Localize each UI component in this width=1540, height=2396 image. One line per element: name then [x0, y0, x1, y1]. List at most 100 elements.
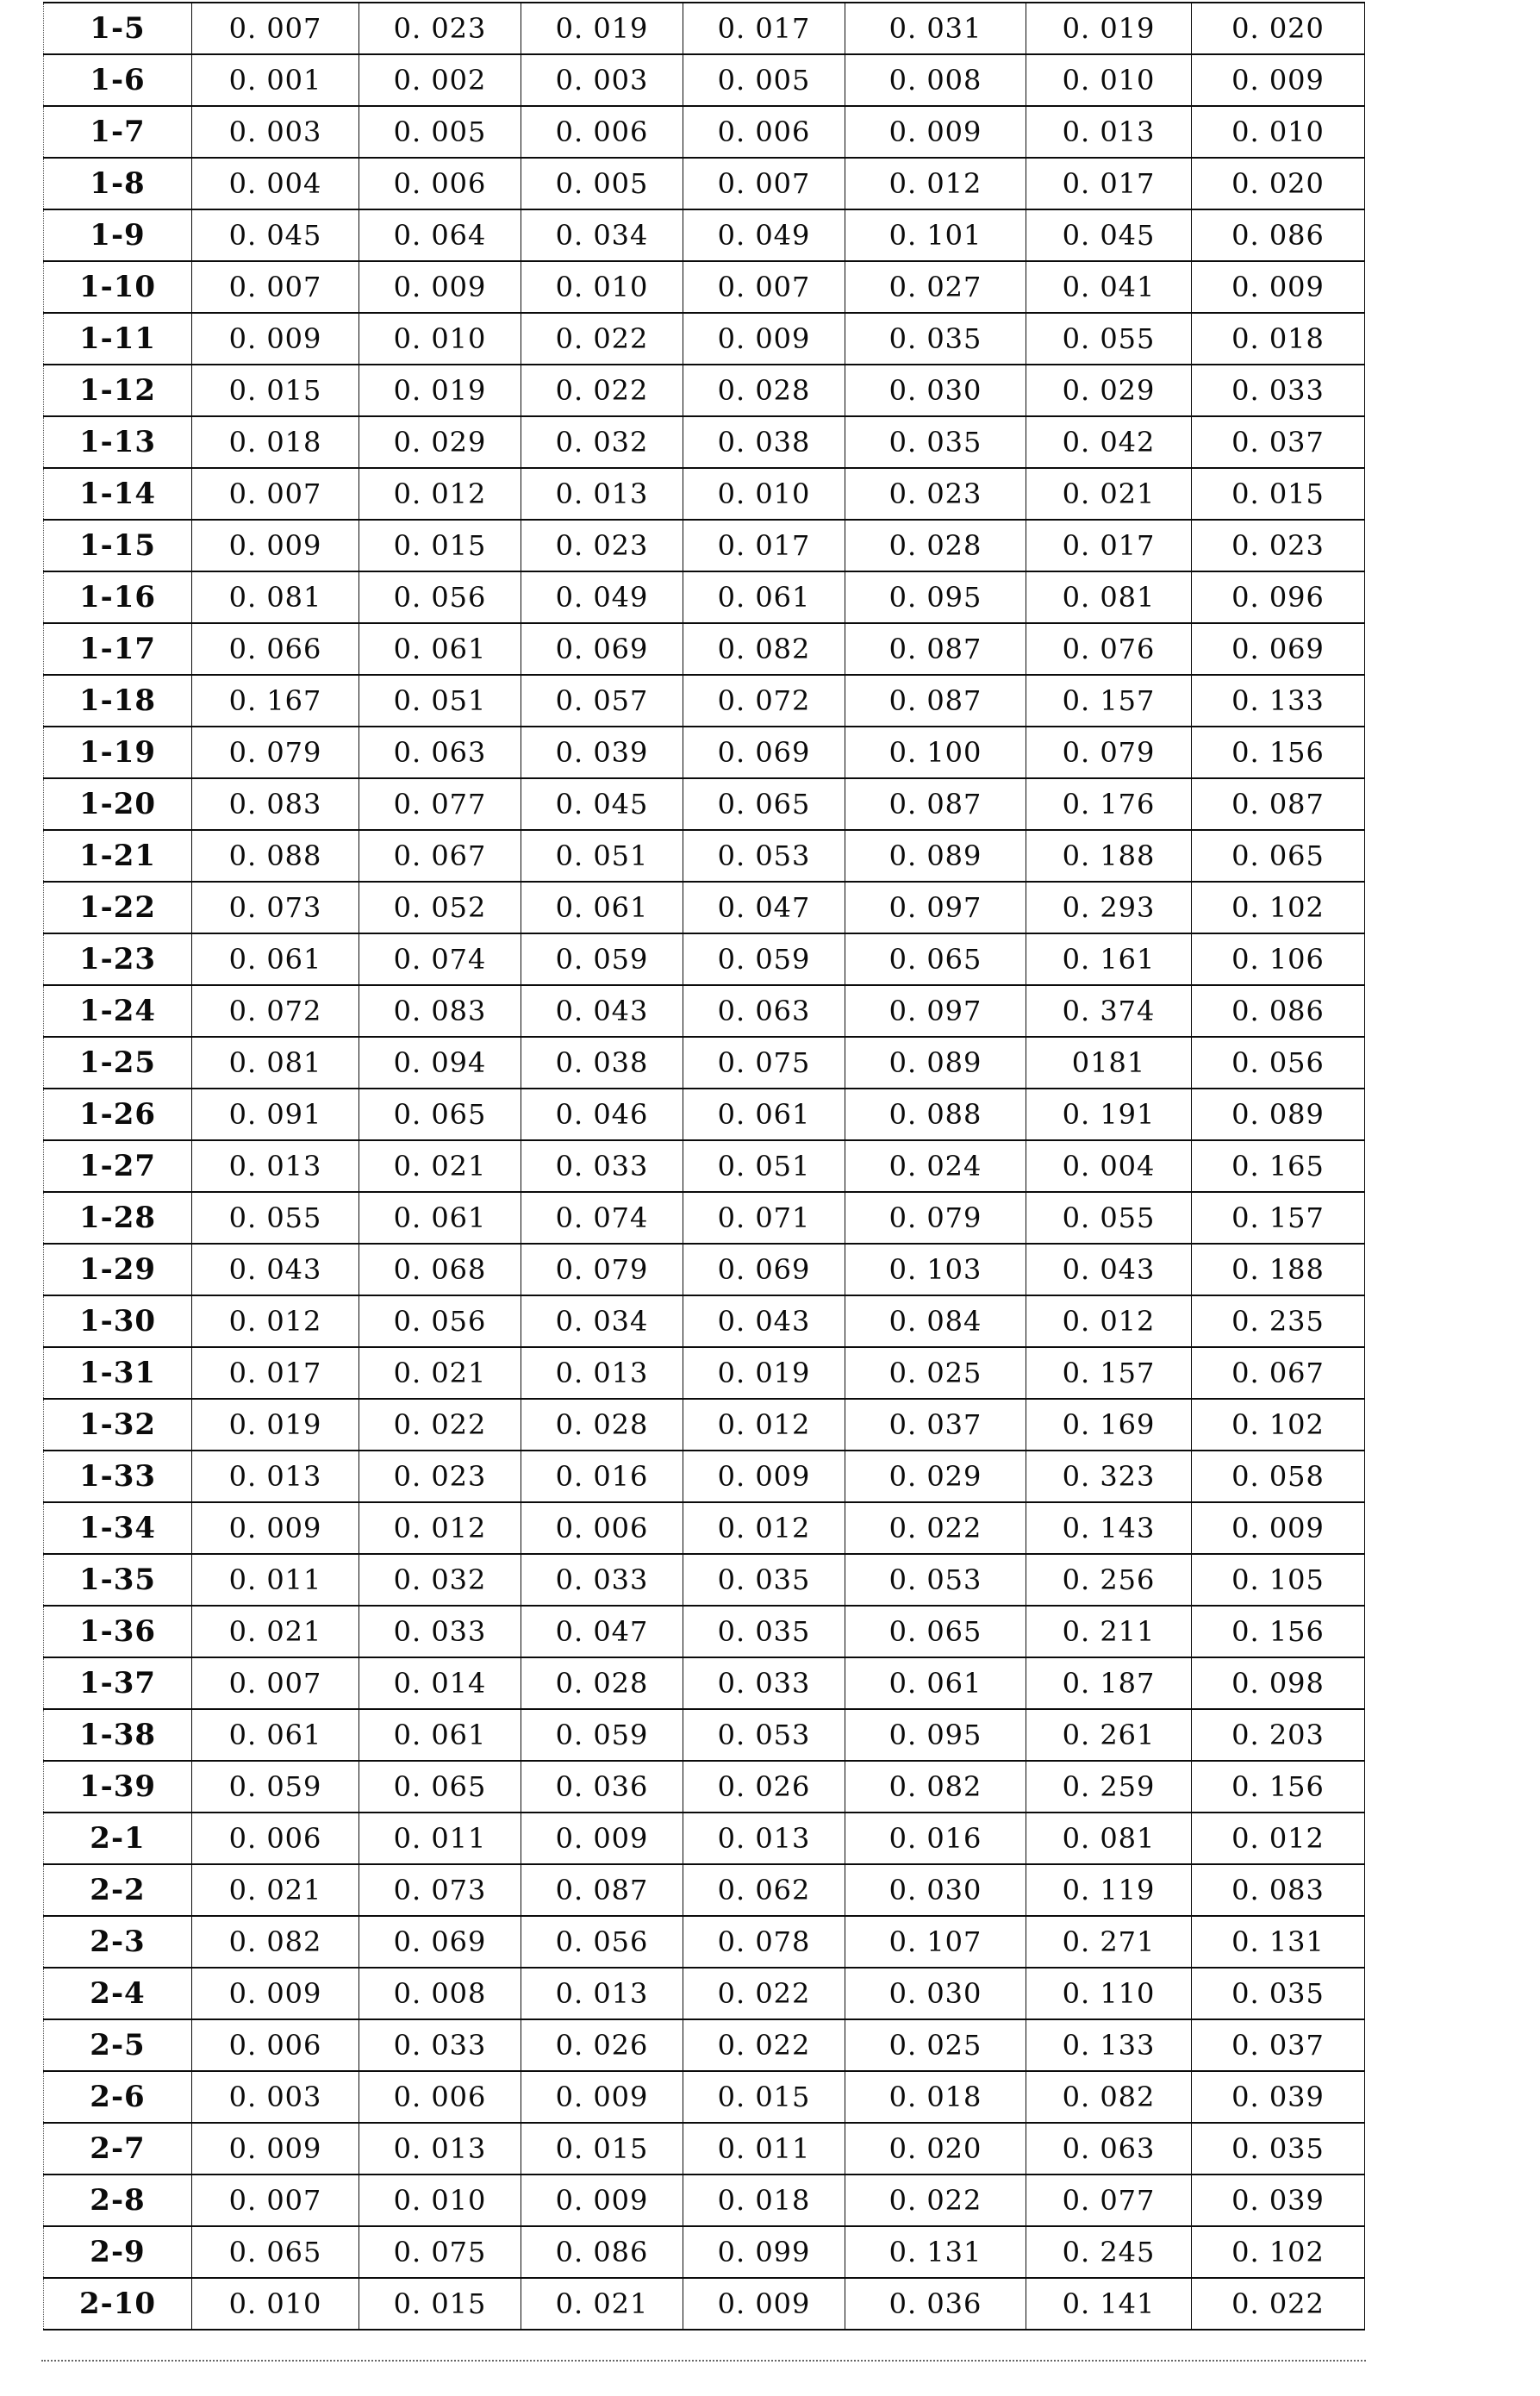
value-cell: 0. 043 — [191, 1243, 359, 1296]
row-label: 2-5 — [43, 2019, 192, 2072]
table-row: 1-36 0. 021 0. 033 0. 047 0. 035 0. 065 … — [43, 1605, 1365, 1658]
value-cell: 0. 015 — [359, 519, 521, 572]
value-cell: 0. 010 — [521, 260, 683, 314]
value-cell: 0. 034 — [521, 1295, 683, 1348]
table-row: 1-35 0. 011 0. 032 0. 033 0. 035 0. 053 … — [43, 1553, 1365, 1607]
value-cell: 0. 022 — [683, 1967, 845, 2020]
row-label: 1-10 — [43, 260, 192, 314]
value-cell: 0. 103 — [845, 1243, 1026, 1296]
value-cell: 0. 033 — [359, 1605, 521, 1658]
row-label: 2-4 — [43, 1967, 192, 2020]
value-cell: 0. 029 — [359, 415, 521, 469]
value-cell: 0. 083 — [359, 984, 521, 1038]
value-cell: 0. 087 — [845, 777, 1026, 831]
table-row: 1-21 0. 088 0. 067 0. 051 0. 053 0. 089 … — [43, 829, 1365, 883]
value-cell: 0. 081 — [191, 571, 359, 624]
value-cell: 0. 023 — [1191, 519, 1365, 572]
value-cell: 0. 013 — [1026, 105, 1192, 159]
value-cell: 0. 211 — [1026, 1605, 1192, 1658]
row-label: 1-37 — [43, 1657, 192, 1710]
value-cell: 0. 022 — [521, 364, 683, 417]
value-cell: 0. 087 — [521, 1863, 683, 1917]
value-cell: 0. 012 — [683, 1501, 845, 1555]
value-cell: 0. 021 — [359, 1346, 521, 1400]
value-cell: 0. 010 — [1026, 53, 1192, 107]
value-cell: 0. 042 — [1026, 415, 1192, 469]
value-cell: 0. 009 — [191, 312, 359, 365]
value-cell: 0. 023 — [521, 519, 683, 572]
table-row: 1-11 0. 009 0. 010 0. 022 0. 009 0. 035 … — [43, 312, 1365, 365]
row-label: 1-38 — [43, 1708, 192, 1762]
table-row: 1-32 0. 019 0. 022 0. 028 0. 012 0. 037 … — [43, 1398, 1365, 1451]
value-cell: 0. 051 — [683, 1139, 845, 1193]
value-cell: 0. 131 — [845, 2225, 1026, 2279]
value-cell: 0. 045 — [191, 209, 359, 262]
value-cell: 0. 082 — [683, 622, 845, 676]
value-cell: 0. 061 — [845, 1657, 1026, 1710]
value-cell: 0. 083 — [191, 777, 359, 831]
row-label: 1-27 — [43, 1139, 192, 1193]
value-cell: 0. 034 — [521, 209, 683, 262]
row-label: 1-6 — [43, 53, 192, 107]
row-label: 1-19 — [43, 726, 192, 779]
value-cell: 0. 069 — [359, 1915, 521, 1969]
value-cell: 0. 067 — [359, 829, 521, 883]
table-row: 1-18 0. 167 0. 051 0. 057 0. 072 0. 087 … — [43, 674, 1365, 727]
value-cell: 0. 020 — [1191, 157, 1365, 210]
value-cell: 0. 011 — [359, 1812, 521, 1865]
value-cell: 0. 089 — [1191, 1088, 1365, 1141]
value-cell: 0. 072 — [683, 674, 845, 727]
value-cell: 0. 037 — [845, 1398, 1026, 1451]
value-cell: 0. 009 — [1191, 1501, 1365, 1555]
value-cell: 0. 101 — [845, 209, 1026, 262]
row-label: 1-16 — [43, 571, 192, 624]
row-label: 2-2 — [43, 1863, 192, 1917]
value-cell: 0. 017 — [683, 519, 845, 572]
row-label: 1-14 — [43, 467, 192, 521]
value-cell: 0. 133 — [1191, 674, 1365, 727]
value-cell: 0. 097 — [845, 984, 1026, 1038]
value-cell: 0. 119 — [1026, 1863, 1192, 1917]
row-label: 2-8 — [43, 2174, 192, 2227]
value-cell: 0. 036 — [521, 1760, 683, 1813]
value-cell: 0. 004 — [191, 157, 359, 210]
value-cell: 0. 021 — [191, 1863, 359, 1917]
value-cell: 0. 035 — [683, 1553, 845, 1607]
value-cell: 0. 012 — [683, 1398, 845, 1451]
value-cell: 0. 035 — [1191, 1967, 1365, 2020]
value-cell: 0. 099 — [683, 2225, 845, 2279]
value-cell: 0. 008 — [845, 53, 1026, 107]
table-row: 1-17 0. 066 0. 061 0. 069 0. 082 0. 087 … — [43, 622, 1365, 676]
value-cell: 0. 067 — [1191, 1346, 1365, 1400]
row-label: 1-7 — [43, 105, 192, 159]
table-row: 2-1 0. 006 0. 011 0. 009 0. 013 0. 016 0… — [43, 1812, 1365, 1865]
value-cell: 0. 045 — [521, 777, 683, 831]
value-cell: 0. 072 — [191, 984, 359, 1038]
table-row: 1-22 0. 073 0. 052 0. 061 0. 047 0. 097 … — [43, 881, 1365, 934]
value-cell: 0. 069 — [683, 1243, 845, 1296]
value-cell: 0. 001 — [191, 53, 359, 107]
value-cell: 0. 037 — [1191, 415, 1365, 469]
value-cell: 0. 079 — [1026, 726, 1192, 779]
value-cell: 0. 105 — [1191, 1553, 1365, 1607]
table-row: 1-23 0. 061 0. 074 0. 059 0. 059 0. 065 … — [43, 933, 1365, 986]
value-cell: 0. 036 — [845, 2277, 1026, 2330]
value-cell: 0. 037 — [1191, 2019, 1365, 2072]
row-label: 1-35 — [43, 1553, 192, 1607]
value-cell: 0. 059 — [191, 1760, 359, 1813]
value-cell: 0. 032 — [359, 1553, 521, 1607]
value-cell: 0. 007 — [191, 2, 359, 55]
value-cell: 0. 055 — [1026, 312, 1192, 365]
table-body: 1-5 0. 007 0. 023 0. 019 0. 017 0. 031 0… — [43, 2, 1365, 2330]
table-row: 1-20 0. 083 0. 077 0. 045 0. 065 0. 087 … — [43, 777, 1365, 831]
value-cell: 0. 029 — [1026, 364, 1192, 417]
value-cell: 0. 022 — [359, 1398, 521, 1451]
table-row: 1-19 0. 079 0. 063 0. 039 0. 069 0. 100 … — [43, 726, 1365, 779]
table-row: 2-9 0. 065 0. 075 0. 086 0. 099 0. 131 0… — [43, 2225, 1365, 2279]
value-cell: 0. 025 — [845, 1346, 1026, 1400]
table-row: 1-15 0. 009 0. 015 0. 023 0. 017 0. 028 … — [43, 519, 1365, 572]
value-cell: 0. 081 — [1026, 571, 1192, 624]
row-label: 2-10 — [43, 2277, 192, 2330]
value-cell: 0. 017 — [1026, 157, 1192, 210]
value-cell: 0. 033 — [1191, 364, 1365, 417]
